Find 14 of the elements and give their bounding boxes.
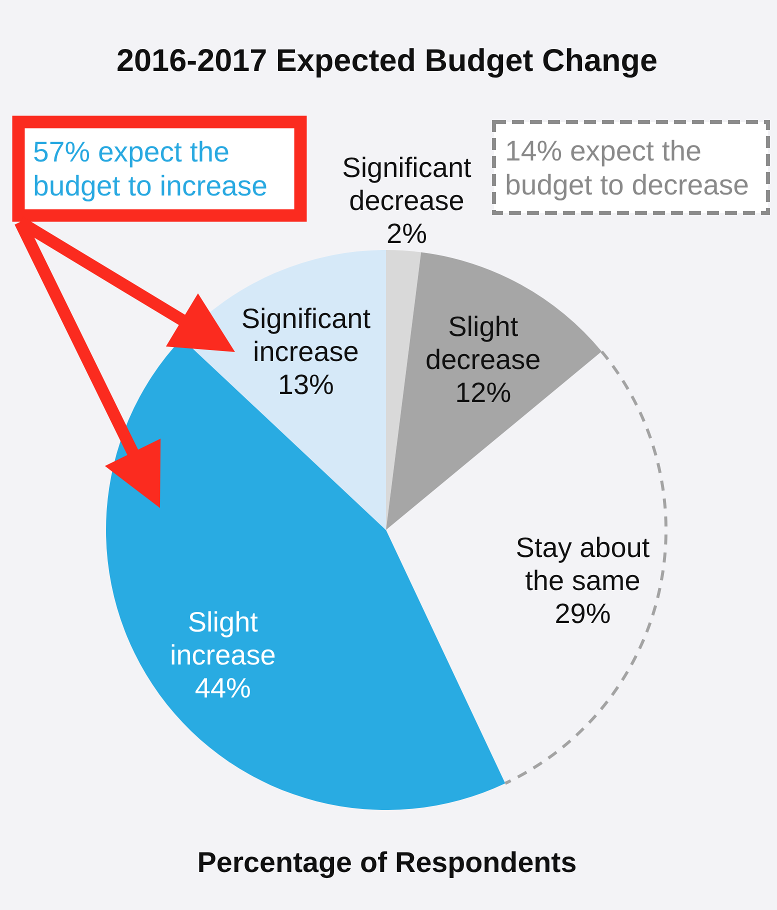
slice-label: Slight increase [170,606,276,670]
data-label: 44% [194,672,251,704]
data-label: 2% [386,218,427,250]
text: 14% expect the budget to decrease [505,135,750,202]
chart-title: 2016-2017 Expected Budget Change [116,42,658,78]
slice-label: Stay about the same [516,532,650,596]
data-label: 13% [278,368,334,400]
slice-label: Significant increase [241,302,371,367]
slice-label: Slight decrease [426,311,541,376]
data-label: 12% [455,377,512,408]
text: Percentage of Respondents [197,847,577,879]
slice-label: Significant decrease [342,152,472,216]
data-label: 29% [554,598,611,629]
text: 57% expect the budget to increase [33,136,268,203]
